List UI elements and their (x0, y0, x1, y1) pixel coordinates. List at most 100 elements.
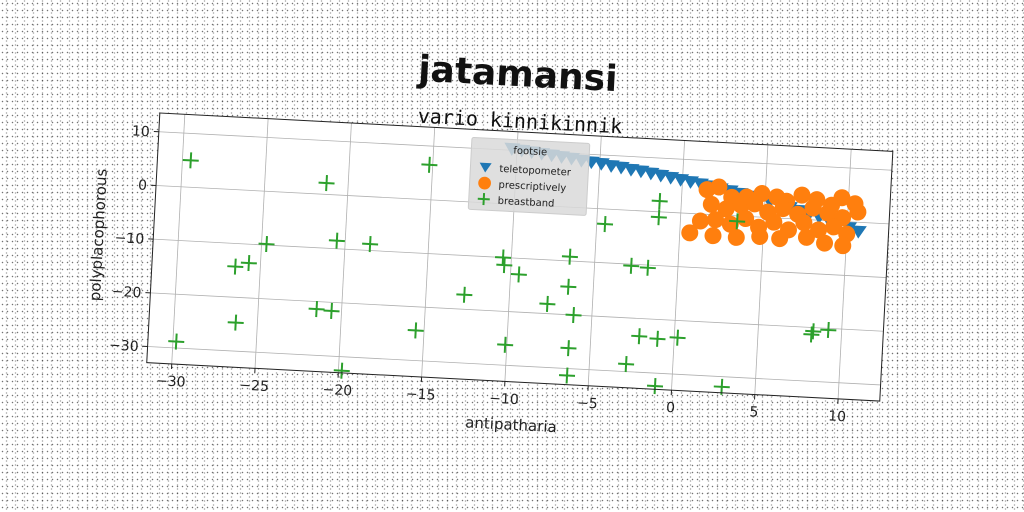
data-point (819, 204, 837, 222)
data-point (707, 211, 725, 229)
y-tick-label: −30 (109, 338, 139, 356)
grid (147, 114, 892, 399)
plot-frame (146, 112, 894, 402)
x-grid-line (421, 127, 436, 378)
data-point (240, 254, 257, 272)
data-point (751, 227, 769, 245)
data-point (623, 257, 640, 274)
y-grid-line (147, 346, 881, 386)
data-point (227, 314, 244, 331)
data-point (495, 249, 512, 266)
data-point (362, 236, 379, 253)
x-tick-label: 0 (666, 400, 676, 416)
data-point (456, 286, 473, 303)
legend: footsie teletopometerprescriptivelybreas… (467, 136, 591, 216)
x-tick-label: −15 (406, 386, 436, 404)
data-point (182, 152, 199, 169)
x-tick-label: −20 (322, 382, 352, 400)
data-point (669, 329, 686, 346)
data-point (710, 178, 728, 196)
data-point (795, 214, 813, 232)
data-point (820, 321, 837, 339)
legend-label: teletopometer (499, 164, 572, 179)
data-point (727, 228, 745, 246)
data-point (681, 224, 699, 242)
data-point (639, 259, 656, 276)
legend-box (467, 136, 591, 216)
data-point (421, 156, 438, 173)
data-point (850, 225, 867, 239)
y-axis-label: polyplacophorous (86, 168, 111, 302)
data-point (849, 203, 867, 221)
x-grid-line (337, 123, 352, 373)
data-point (333, 362, 350, 379)
data-point (560, 278, 577, 295)
data-point (737, 210, 755, 228)
data-point (323, 302, 340, 319)
x-tick-label: −5 (577, 395, 598, 412)
data-point (732, 196, 750, 214)
data-point (308, 301, 325, 318)
data-point (834, 237, 852, 255)
data-point (618, 356, 635, 373)
y-tick-label: 0 (138, 178, 148, 194)
data-point (596, 216, 614, 233)
data-point (168, 333, 185, 350)
x-grid-line (587, 136, 602, 386)
x-grid-line (171, 114, 186, 364)
data-point (702, 195, 720, 213)
legend-marker-breastband (477, 193, 490, 206)
data-point (227, 258, 244, 275)
data-point (793, 186, 811, 204)
data-point (704, 227, 722, 245)
data-point (721, 215, 739, 233)
x-tick-label: 5 (749, 404, 759, 420)
x-tick-label: −10 (489, 391, 519, 409)
data-point (765, 213, 783, 231)
data-point (803, 326, 820, 343)
y-grid-line (153, 238, 887, 278)
series-breastband (168, 152, 837, 395)
chart-title: jatamansi (415, 49, 618, 100)
data-point (496, 257, 513, 274)
x-tick-label: −30 (156, 373, 186, 391)
data-point (650, 209, 667, 226)
data-point (771, 230, 789, 248)
data-point (497, 336, 514, 353)
data-point (691, 212, 709, 230)
ticks: −30 −25 −20 −15 −10 −5 0 5 10 10 0 −10 −20 −30 (109, 123, 847, 425)
data-point (631, 328, 648, 345)
legend-label: breastband (497, 196, 554, 210)
data-point (646, 378, 664, 395)
data-point (510, 266, 527, 283)
legend-label: prescriptively (498, 180, 566, 195)
x-axis-label: antipatharia (465, 413, 557, 436)
data-point (407, 322, 424, 339)
plot-area: −30 −25 −20 −15 −10 −5 0 5 10 10 0 −10 −20 −30 antipa… (86, 112, 894, 436)
y-tick-label: 10 (132, 123, 151, 140)
data-point (833, 189, 851, 207)
data-point (729, 213, 746, 230)
data-point (797, 228, 815, 246)
data-point (713, 378, 730, 395)
data-point (318, 175, 335, 192)
data-point (649, 330, 666, 347)
data-point (816, 234, 834, 252)
data-point (561, 248, 578, 265)
x-grid-line (837, 149, 852, 399)
data-point (539, 295, 556, 313)
data-point (565, 306, 582, 324)
x-tick-label: −25 (239, 378, 269, 396)
series-prescriptively (681, 178, 867, 255)
x-tick-label: 10 (828, 408, 847, 425)
data-point (804, 199, 822, 217)
data-point (560, 340, 577, 357)
data-point (774, 200, 792, 218)
y-grid-line (150, 292, 884, 332)
legend-title: footsie (513, 146, 547, 159)
data-point (328, 232, 345, 249)
data-point (258, 235, 275, 253)
data-point (805, 323, 822, 340)
data-point (825, 218, 843, 236)
